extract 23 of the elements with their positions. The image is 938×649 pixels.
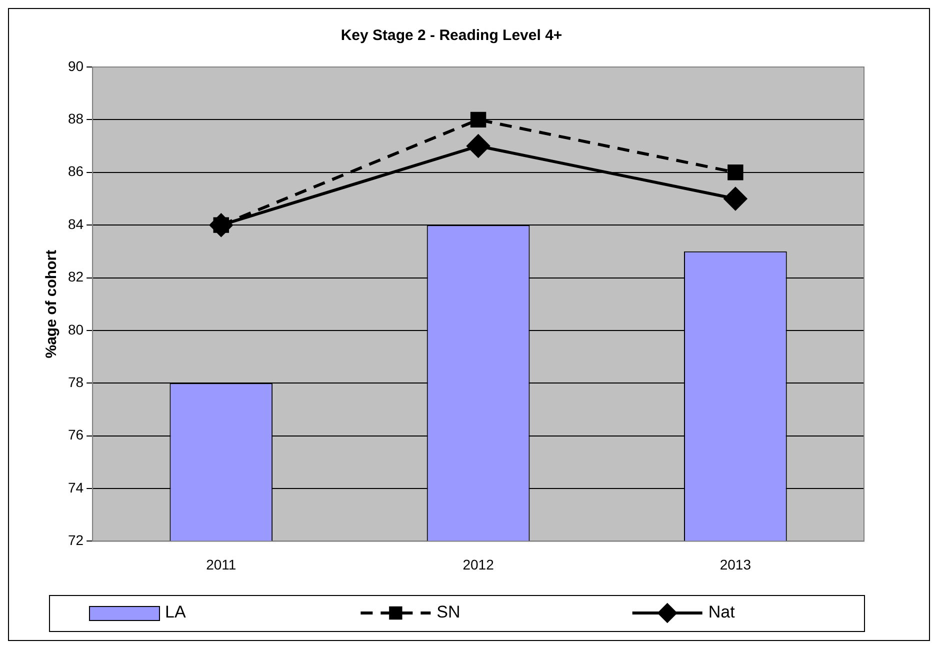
legend-label: Nat xyxy=(708,602,736,622)
x-tick-label: 2013 xyxy=(720,556,752,572)
point xyxy=(728,164,744,180)
y-tick-label: 86 xyxy=(68,163,84,180)
y-tick-label: 90 xyxy=(68,58,84,74)
y-tick-label: 74 xyxy=(68,479,84,496)
y-tick-label: 84 xyxy=(68,216,84,232)
y-tick-label: 80 xyxy=(68,321,84,338)
y-tick-label: 76 xyxy=(68,426,84,443)
y-tick-label: 72 xyxy=(68,532,84,548)
x-tick-label: 2012 xyxy=(462,556,494,572)
point xyxy=(210,214,233,237)
y-tick-label: 78 xyxy=(68,374,84,390)
x-tick-label: 2011 xyxy=(206,556,236,572)
point xyxy=(724,187,747,210)
legend-label: LA xyxy=(165,602,186,622)
legend-label: SN xyxy=(436,602,460,622)
chart-title: Key Stage 2 - Reading Level 4+ xyxy=(340,27,562,44)
point xyxy=(470,112,486,128)
y-tick-label: 88 xyxy=(68,110,84,127)
point xyxy=(466,134,490,158)
y-axis-title: %age of cohort xyxy=(43,250,60,358)
y-tick-label: 82 xyxy=(68,268,84,285)
